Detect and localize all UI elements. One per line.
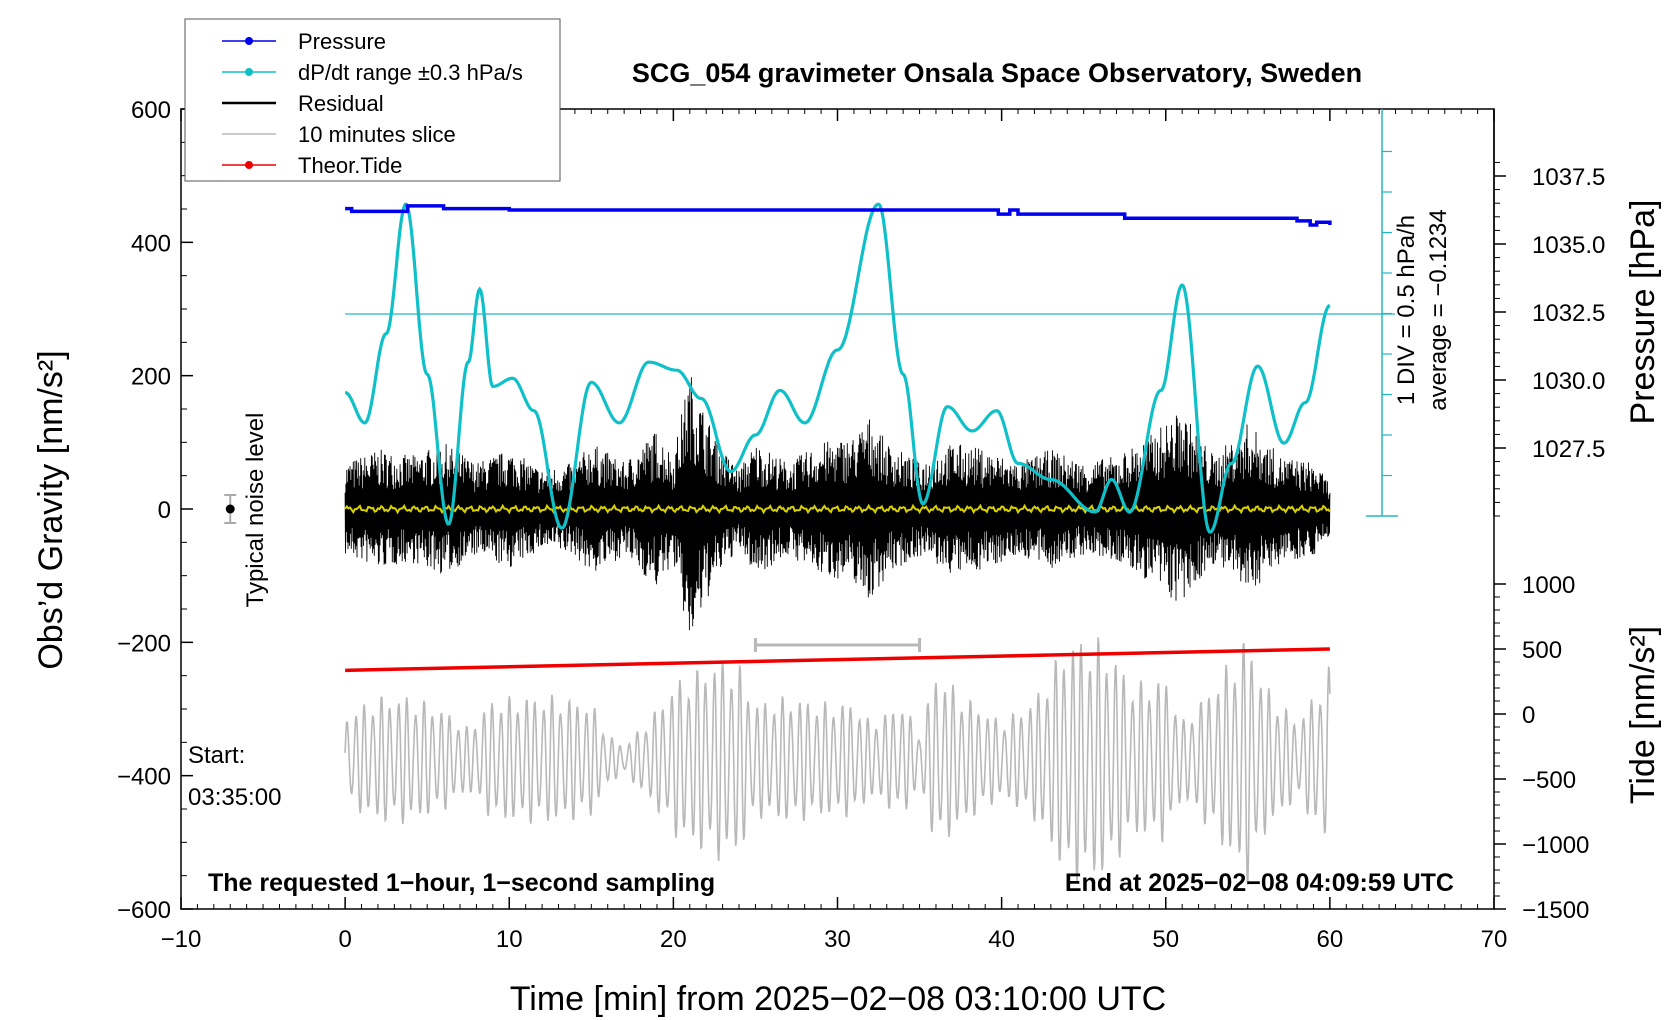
series-layer (224, 202, 1332, 885)
residual-mean-line (344, 503, 1331, 515)
legend-label: Theor.Tide (298, 153, 402, 178)
y-tick-label: −200 (117, 630, 171, 657)
tide-tick-label: −1500 (1522, 897, 1589, 924)
tide-axis-label: Tide [nm/s²] (1624, 626, 1662, 804)
residual-line (344, 377, 1331, 631)
y-tick-label: 400 (131, 230, 171, 257)
x-tick-label: 0 (338, 926, 351, 953)
x-tick-label: −10 (161, 926, 202, 953)
y-tick-label: −600 (117, 897, 171, 924)
dpdt-line (344, 202, 1331, 534)
tide-tick-label: −1000 (1522, 832, 1589, 859)
legend-box (184, 18, 561, 182)
y-tick-label: −400 (117, 764, 171, 791)
tide-slice-line (344, 637, 1331, 885)
x-tick-label: 40 (988, 926, 1015, 953)
legend-label: Residual (298, 91, 384, 116)
x-tick-label: 20 (660, 926, 687, 953)
pressure-axis-label: Pressure [hPa] (1624, 200, 1662, 425)
y-tick-label: 600 (131, 97, 171, 124)
x-tick-label: 30 (824, 926, 851, 953)
y-tick-label: 200 (131, 364, 171, 391)
div-axis (345, 109, 1398, 517)
theor-tide-line (345, 647, 1330, 673)
chart-title: SCG_054 gravimeter Onsala Space Observat… (632, 58, 1362, 88)
x-tick-label: 70 (1481, 926, 1508, 953)
legend-label: 10 minutes slice (298, 122, 456, 147)
tide-tick-label: 0 (1522, 702, 1535, 729)
legend-marker (245, 68, 253, 76)
pressure-line (345, 204, 1332, 227)
tide-tick-label: 1000 (1522, 572, 1575, 599)
x-tick-label: 50 (1152, 926, 1179, 953)
x-axis: −10 0 10 20 30 40 50 60 70 (161, 109, 1508, 953)
pressure-tick-label: 1030.0 (1532, 368, 1605, 395)
div-note: 1 DIV = 0.5 hPa/h (1393, 215, 1420, 405)
x-tick-label: 10 (496, 926, 523, 953)
start-label-1: Start: (188, 742, 245, 769)
legend-label: dP/dt range ±0.3 hPa/s (298, 60, 523, 85)
pressure-tick-label: 1035.0 (1532, 232, 1605, 259)
pressure-tick-label: 1027.5 (1532, 436, 1605, 463)
legend: Pressure dP/dt range ±0.3 hPa/s Residual 10… (184, 18, 561, 182)
tide-tick-label: 500 (1522, 637, 1562, 664)
noise-label: Typical noise level (242, 413, 269, 608)
pressure-axis: 1037.5 1035.0 1032.5 1030.0 1027.5 (1493, 109, 1605, 517)
y-axis-left: 600 400 200 0 −200 −400 −600 (117, 97, 193, 924)
y-axis-label-left: Obs’d Gravity [nm/s²] (32, 350, 70, 669)
legend-marker (245, 37, 253, 45)
tide-axis: 1000 500 0 −500 −1000 −1500 (1494, 572, 1589, 924)
footer-right: End at 2025−02−08 04:09:59 UTC (1065, 869, 1454, 897)
noise-point (225, 504, 235, 514)
pressure-tick-label: 1037.5 (1532, 164, 1605, 191)
tide-tick-label: −500 (1522, 767, 1576, 794)
average-note: average = −0.1234 (1425, 209, 1452, 411)
x-tick-label: 60 (1317, 926, 1344, 953)
legend-label: Pressure (298, 29, 386, 54)
y-tick-label: 0 (158, 497, 171, 524)
footer-left: The requested 1−hour, 1−second sampling (208, 869, 715, 897)
start-label-2: 03:35:00 (188, 784, 281, 811)
pressure-tick-label: 1032.5 (1532, 300, 1605, 327)
legend-marker (245, 161, 253, 169)
x-axis-label: Time [min] from 2025−02−08 03:10:00 UTC (510, 980, 1166, 1018)
